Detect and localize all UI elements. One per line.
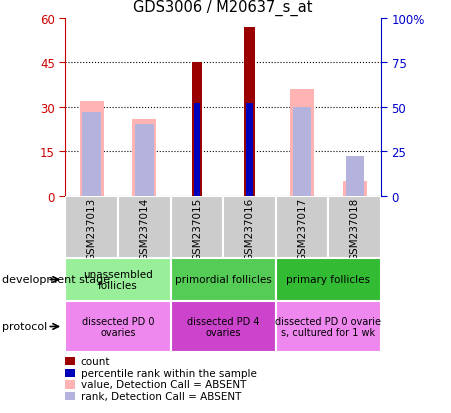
Bar	[65, 369, 75, 377]
Bar	[244, 27, 255, 196]
Text: GSM237015: GSM237015	[192, 197, 202, 260]
FancyBboxPatch shape	[328, 196, 381, 258]
Text: GSM237017: GSM237017	[297, 197, 307, 260]
Bar	[65, 357, 75, 366]
Text: dissected PD 4
ovaries: dissected PD 4 ovaries	[187, 316, 259, 337]
Bar	[65, 380, 75, 389]
FancyBboxPatch shape	[65, 196, 118, 258]
FancyBboxPatch shape	[276, 258, 381, 301]
Text: value, Detection Call = ABSENT: value, Detection Call = ABSENT	[81, 380, 246, 389]
Text: GSM237014: GSM237014	[139, 197, 149, 260]
Bar	[290, 90, 314, 196]
Bar	[343, 181, 367, 196]
Bar	[345, 157, 364, 196]
Text: dissected PD 0 ovarie
s, cultured for 1 wk: dissected PD 0 ovarie s, cultured for 1 …	[276, 316, 382, 337]
Text: count: count	[81, 356, 110, 366]
Bar	[80, 102, 104, 196]
Bar	[133, 119, 156, 196]
Text: percentile rank within the sample: percentile rank within the sample	[81, 368, 257, 378]
Text: dissected PD 0
ovaries: dissected PD 0 ovaries	[82, 316, 154, 337]
Text: primary follicles: primary follicles	[286, 275, 370, 285]
Bar	[83, 113, 101, 196]
Text: GSM237013: GSM237013	[87, 197, 97, 260]
FancyBboxPatch shape	[65, 301, 170, 352]
Text: primordial follicles: primordial follicles	[175, 275, 272, 285]
Text: protocol: protocol	[2, 322, 47, 332]
FancyBboxPatch shape	[276, 301, 381, 352]
Bar	[192, 63, 202, 196]
Bar	[293, 107, 311, 196]
FancyBboxPatch shape	[170, 301, 276, 352]
Text: unassembled
follicles: unassembled follicles	[83, 269, 153, 291]
Bar	[135, 125, 153, 196]
Bar	[246, 104, 253, 196]
Bar	[194, 104, 200, 196]
Bar	[65, 392, 75, 400]
Text: rank, Detection Call = ABSENT: rank, Detection Call = ABSENT	[81, 391, 241, 401]
FancyBboxPatch shape	[276, 196, 328, 258]
FancyBboxPatch shape	[223, 196, 276, 258]
FancyBboxPatch shape	[118, 196, 170, 258]
Title: GDS3006 / M20637_s_at: GDS3006 / M20637_s_at	[133, 0, 313, 16]
Text: development stage: development stage	[2, 275, 110, 285]
FancyBboxPatch shape	[170, 196, 223, 258]
Text: GSM237018: GSM237018	[350, 197, 360, 260]
Text: GSM237016: GSM237016	[244, 197, 254, 260]
FancyBboxPatch shape	[170, 258, 276, 301]
FancyBboxPatch shape	[65, 258, 170, 301]
